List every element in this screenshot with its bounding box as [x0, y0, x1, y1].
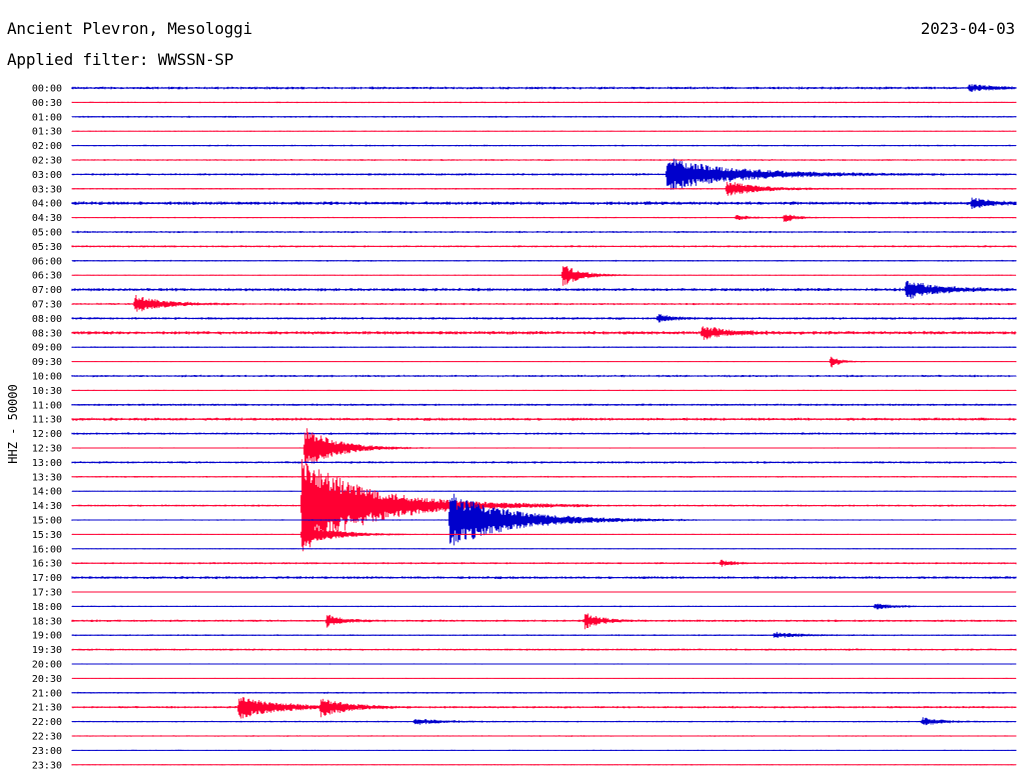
tick-label-0230: 02:30: [32, 156, 62, 167]
tick-label-0430: 04:30: [32, 213, 62, 224]
tick-label-0800: 08:00: [32, 314, 62, 325]
date-label: 2023-04-03: [920, 19, 1016, 38]
trace-0730: [71, 295, 1017, 312]
trace-1830: [71, 613, 1017, 630]
tick-label-0330: 03:30: [32, 184, 62, 195]
tick-label-0900: 09:00: [32, 343, 62, 354]
tick-label-1900: 19:00: [32, 631, 62, 642]
tick-label-0300: 03:00: [32, 170, 62, 181]
trace-0630: [71, 266, 1017, 286]
tick-label-2000: 20:00: [32, 660, 62, 671]
tick-label-1300: 13:00: [32, 458, 62, 469]
tick-label-1500: 15:00: [32, 516, 62, 527]
tick-label-0100: 01:00: [32, 112, 62, 123]
tick-label-1430: 14:30: [32, 501, 62, 512]
tick-label-1600: 16:00: [32, 544, 62, 555]
station-title: Ancient Plevron, Mesologgi: [7, 19, 253, 38]
tick-label-2130: 21:30: [32, 703, 62, 714]
tick-label-1700: 17:00: [32, 573, 62, 584]
trace-0430: [71, 214, 1017, 222]
tick-label-0000: 00:00: [32, 84, 62, 95]
tick-label-2330: 23:30: [32, 760, 62, 771]
tick-label-1200: 12:00: [32, 429, 62, 440]
tick-label-1330: 13:30: [32, 472, 62, 483]
tick-label-1100: 11:00: [32, 400, 62, 411]
tick-label-1730: 17:30: [32, 588, 62, 599]
tick-label-2030: 20:30: [32, 674, 62, 685]
tick-label-1800: 18:00: [32, 602, 62, 613]
tick-label-0500: 05:00: [32, 228, 62, 239]
tick-label-1000: 10:00: [32, 372, 62, 383]
tick-label-0700: 07:00: [32, 285, 62, 296]
tick-label-0200: 02:00: [32, 141, 62, 152]
tick-label-1530: 15:30: [32, 530, 62, 541]
tick-label-0730: 07:30: [32, 300, 62, 311]
tick-label-0930: 09:30: [32, 357, 62, 368]
trace-2130: [71, 697, 1017, 719]
tick-label-0400: 04:00: [32, 199, 62, 210]
tick-label-1030: 10:30: [32, 386, 62, 397]
tick-label-0030: 00:30: [32, 98, 62, 109]
tick-label-2200: 22:00: [32, 717, 62, 728]
tick-label-1130: 11:30: [32, 415, 62, 426]
tick-label-0630: 06:30: [32, 271, 62, 282]
tick-label-2100: 21:00: [32, 688, 62, 699]
tick-label-1930: 19:30: [32, 645, 62, 656]
seismic-traces: [71, 84, 1017, 766]
tick-label-0830: 08:30: [32, 328, 62, 339]
tick-label-2230: 22:30: [32, 732, 62, 743]
filter-label: Applied filter: WWSSN-SP: [7, 50, 234, 69]
tick-label-0530: 05:30: [32, 242, 62, 253]
tick-label-0600: 06:00: [32, 256, 62, 267]
tick-label-1400: 14:00: [32, 487, 62, 498]
tick-label-0130: 01:30: [32, 127, 62, 138]
tick-label-2300: 23:00: [32, 746, 62, 757]
trace-1530: [71, 524, 1017, 547]
tick-label-1630: 16:30: [32, 559, 62, 570]
tick-label-1230: 12:30: [32, 444, 62, 455]
time-tick-labels: 00:00 00:30 01:00 01:30 02:00 02:30 03:00 03:30…: [32, 84, 62, 772]
tick-label-1830: 18:30: [32, 616, 62, 627]
